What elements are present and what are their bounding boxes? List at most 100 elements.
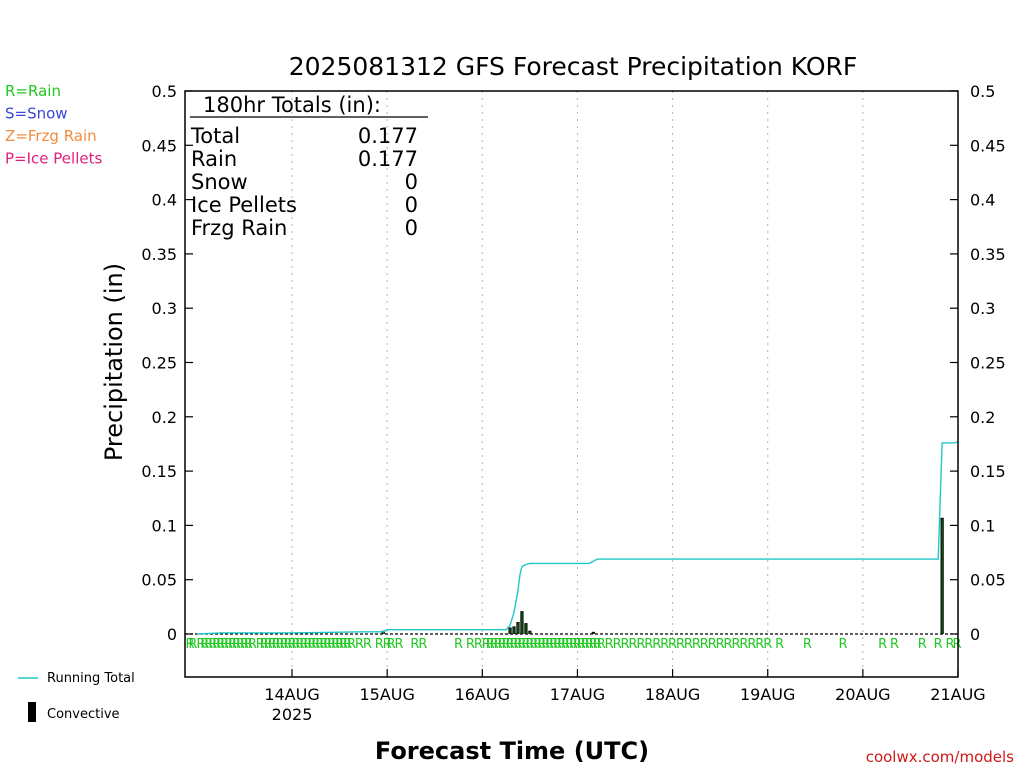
rain-mark: R <box>668 637 677 652</box>
convective-bar-core <box>509 628 511 634</box>
rain-mark: R <box>708 637 717 652</box>
rain-mark: R <box>918 637 927 652</box>
rain-mark: R <box>284 637 293 652</box>
rain-mark: R <box>236 637 245 652</box>
y-tick-label-left: 0.3 <box>152 299 177 318</box>
totals-heading: 180hr Totals (in): <box>203 93 381 117</box>
rain-mark: R <box>731 637 740 652</box>
running-total-line <box>196 441 959 635</box>
totals-row-value: 0 <box>405 193 418 217</box>
rain-mark: R <box>311 637 320 652</box>
rain-mark: R <box>268 637 277 652</box>
rain-mark: R <box>280 637 289 652</box>
y-tick-label-right: 0.25 <box>970 354 1006 373</box>
rain-mark: R <box>248 637 257 652</box>
y-tick-label-left: 0.05 <box>141 571 177 590</box>
rain-mark: R <box>628 637 637 652</box>
rain-mark: R <box>339 637 348 652</box>
rain-mark: R <box>620 637 629 652</box>
rain-mark: R <box>260 637 269 652</box>
rain-mark: R <box>890 637 899 652</box>
rain-mark: R <box>878 637 887 652</box>
rain-mark: R <box>240 637 249 652</box>
rain-mark: R <box>605 637 614 652</box>
y-tick-label-left: 0.2 <box>152 408 177 427</box>
rain-mark: R <box>383 637 392 652</box>
series-legend: Running Total Convective <box>18 671 135 722</box>
x-tick-label-18aug: 18AUG <box>645 685 700 704</box>
rain-mark: R <box>295 637 304 652</box>
rain-mark: R <box>196 637 205 652</box>
rain-mark: R <box>521 637 530 652</box>
rain-mark: R <box>418 637 427 652</box>
y-axis-label: Precipitation (in) <box>100 263 128 461</box>
y-tick-label-left: 0.25 <box>141 354 177 373</box>
rain-mark: R <box>676 637 685 652</box>
rain-mark: R <box>375 637 384 652</box>
rain-mark: R <box>327 637 336 652</box>
running-total-legend-label: Running Total <box>47 671 135 686</box>
rain-mark: R <box>577 637 586 652</box>
totals-row-value: 0.177 <box>358 124 418 148</box>
rain-mark: R <box>692 637 701 652</box>
rain-mark: R <box>739 637 748 652</box>
rain-mark: R <box>652 637 661 652</box>
rain-mark: R <box>509 637 518 652</box>
rain-mark: R <box>565 637 574 652</box>
rain-mark: R <box>244 637 253 652</box>
totals-row-label: Ice Pellets <box>191 193 297 217</box>
rain-mark: R <box>185 637 194 652</box>
rain-mark: R <box>585 637 594 652</box>
y-tick-label-right: 0.5 <box>970 82 995 101</box>
rain-mark: R <box>355 637 364 652</box>
rain-mark: R <box>946 637 955 652</box>
rain-mark: R <box>533 637 542 652</box>
rain-mark: R <box>529 637 538 652</box>
rain-mark: R <box>747 637 756 652</box>
rain-mark: R <box>660 637 669 652</box>
rain-mark: R <box>486 637 495 652</box>
y-tick-label-right: 0.45 <box>970 136 1006 155</box>
x-tick-label-19aug: 19AUG <box>740 685 795 704</box>
y-tick-label-right: 0.2 <box>970 408 995 427</box>
rain-mark: R <box>291 637 300 652</box>
y-axis-right: 0 0.05 0.1 0.15 0.2 0.25 0.3 0.35 0.4 0.45 0.5 <box>950 82 1006 644</box>
rain-mark: R <box>549 637 558 652</box>
rain-mark: R <box>264 637 273 652</box>
rain-mark: R <box>724 637 733 652</box>
rain-mark: R <box>700 637 709 652</box>
rain-mark: R <box>803 637 812 652</box>
convective-bar-core <box>521 612 523 634</box>
rain-mark: R <box>557 637 566 652</box>
legend-item: P=Ice Pellets <box>5 150 102 168</box>
rain-mark: R <box>256 637 265 652</box>
rain-mark: R <box>537 637 546 652</box>
rain-mark: R <box>513 637 522 652</box>
rain-mark: R <box>553 637 562 652</box>
x-tick-label-20aug: 20AUG <box>835 685 890 704</box>
y-tick-label-left: 0.45 <box>141 136 177 155</box>
rain-mark: R <box>482 637 491 652</box>
rain-mark: R <box>506 637 515 652</box>
rain-mark: R <box>395 637 404 652</box>
y-tick-label-left: 0.5 <box>152 82 177 101</box>
rain-mark: R <box>307 637 316 652</box>
plot-frame <box>184 90 959 678</box>
convective-legend-label: Convective <box>47 707 120 722</box>
y-tick-label-left: 0.1 <box>152 516 177 535</box>
totals-row-value: 0 <box>405 216 418 240</box>
rain-mark: R <box>517 637 526 652</box>
rain-mark: R <box>644 637 653 652</box>
totals-row-label: Total <box>190 124 240 148</box>
rain-mark: R <box>272 637 281 652</box>
totals-row-value: 0 <box>405 170 418 194</box>
y-tick-label-right: 0.35 <box>970 245 1006 264</box>
rain-mark: R <box>410 637 419 652</box>
rain-mark: R <box>589 637 598 652</box>
rain-mark: R <box>597 637 606 652</box>
legend-item: S=Snow <box>5 105 68 123</box>
x-tick-label-14aug: 14AUG <box>264 685 319 704</box>
x-tick-year-label: 2025 <box>272 705 313 724</box>
rain-mark: R <box>755 637 764 652</box>
